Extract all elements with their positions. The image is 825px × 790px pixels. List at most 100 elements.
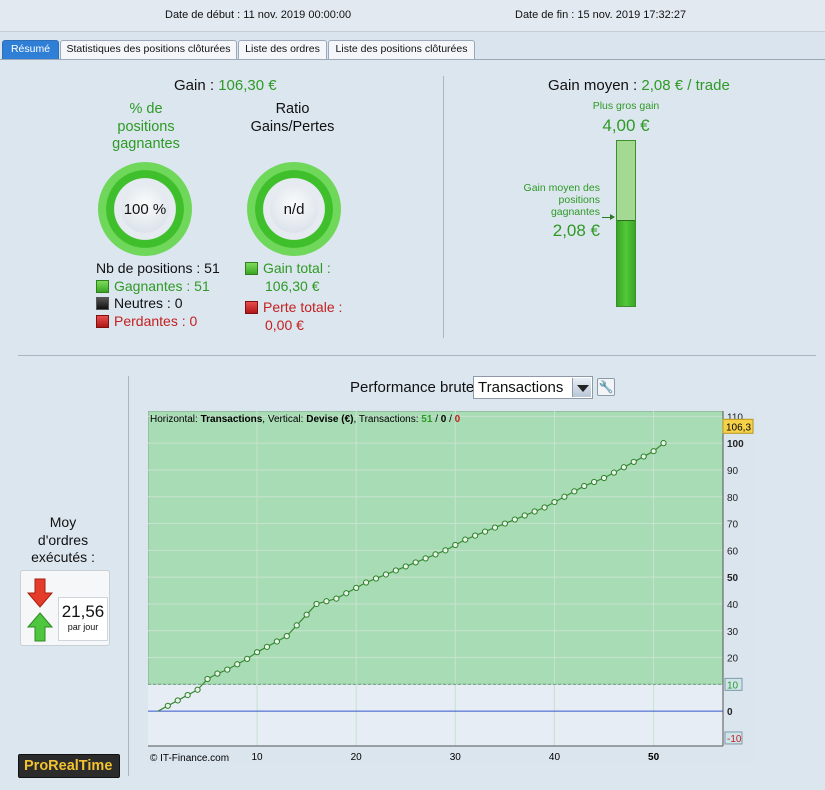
- equity-line: [157, 442, 664, 712]
- data-point: [382, 571, 390, 578]
- avg-win-value: 2,08 €: [552, 221, 600, 240]
- y-tick-box: [724, 677, 743, 691]
- y-tick-label: 80: [727, 493, 739, 504]
- chart-copyright: © IT-Finance.com: [150, 753, 229, 764]
- y-tick-label: 40: [727, 600, 739, 611]
- data-point: [372, 575, 380, 582]
- y-tick-label: 0: [727, 707, 733, 718]
- ratio-value: n/d: [270, 185, 318, 233]
- last-value-label: 106,3: [726, 422, 751, 433]
- neutral-row: Neutres : 0: [96, 295, 220, 313]
- data-point: [600, 474, 608, 482]
- data-point: [333, 595, 340, 602]
- performance-chart: -10 0 10 20 30 40 50 60 70 80 90 100 110 10 20 30 40 50 10…: [147, 410, 757, 764]
- orders-value-box: 21,56 par jour: [58, 597, 108, 641]
- y-tick-label: 20: [727, 654, 739, 665]
- data-point: [630, 458, 637, 466]
- data-point: [263, 643, 271, 650]
- data-point: [323, 598, 330, 605]
- biggest-gain-value: 4,00 €: [602, 116, 650, 135]
- data-point: [442, 547, 449, 554]
- x-tick-label: 20: [351, 752, 363, 763]
- y-tick-label: 10: [727, 680, 739, 691]
- data-point: [541, 504, 548, 511]
- chart-info-line: Horizontal: Transactions, Vertical: Devi…: [150, 414, 461, 425]
- start-date: Date de début : 11 nov. 2019 00:00:00: [165, 9, 352, 21]
- data-point: [402, 563, 409, 570]
- wrench-icon[interactable]: 🔧: [597, 378, 615, 396]
- data-point: [610, 469, 618, 476]
- data-point: [184, 691, 191, 699]
- data-point: [194, 686, 201, 693]
- left-divider: [128, 376, 129, 776]
- avg-win-label: Gain moyen des positions gagnantes: [523, 182, 600, 218]
- data-point: [392, 567, 399, 574]
- data-point: [204, 675, 211, 683]
- total-gain: Gain total : 106,30 €: [245, 260, 331, 295]
- data-point: [174, 697, 181, 704]
- data-point: [293, 622, 300, 629]
- tab-closed-position-stats[interactable]: Statistiques des positions clôturées: [60, 40, 237, 59]
- data-point: [164, 702, 171, 709]
- tab-bar: Résumé Statistiques des positions clôtur…: [0, 40, 825, 59]
- data-point: [491, 524, 499, 531]
- y-tick-label: -10: [727, 734, 742, 745]
- data-point: [452, 541, 459, 549]
- orders-title: Moy d'ordres exécutés :: [31, 514, 95, 565]
- data-point: [640, 453, 647, 460]
- arrow-right-icon: [610, 214, 615, 220]
- avg-gain-bar: [616, 140, 636, 307]
- data-point: [253, 649, 261, 656]
- data-point: [650, 448, 657, 455]
- y-tick-label: 70: [727, 520, 739, 531]
- prorealtime-logo: ProRealTime: [18, 754, 120, 778]
- avg-win-pointer: [602, 217, 614, 218]
- x-tick-label: 40: [549, 752, 561, 763]
- position-count: Nb de positions : 51: [96, 260, 220, 276]
- y-tick-label: 50: [727, 573, 739, 584]
- x-tick-label: 10: [251, 752, 263, 763]
- neutral-swatch-icon: [96, 297, 109, 310]
- win-rate-gauge: 100 %: [98, 162, 192, 256]
- win-rate-title: % de positions gagnantes: [112, 101, 180, 152]
- y-tick-label: 30: [727, 627, 739, 638]
- data-point: [313, 600, 320, 608]
- neutral-zone: [148, 684, 723, 746]
- tab-closed-position-list[interactable]: Liste des positions clôturées: [328, 40, 475, 59]
- y-tick-label: 100: [727, 439, 744, 450]
- winners-swatch-icon: [96, 279, 109, 293]
- tab-resume[interactable]: Résumé: [2, 40, 59, 59]
- data-point: [660, 440, 667, 447]
- data-point: [422, 555, 429, 562]
- y-tick-box: [724, 731, 743, 745]
- total-loss-swatch-icon: [245, 301, 258, 314]
- avg-gain-heading: Gain moyen : 2,08 € / trade: [548, 77, 730, 94]
- performance-chart-svg: -10 0 10 20 30 40 50 60 70 80 90 100 110 10 20 30 40 50 10…: [147, 410, 757, 764]
- vertical-divider: [443, 76, 444, 338]
- data-point: [561, 493, 568, 500]
- y-tick-label: 60: [727, 546, 739, 557]
- data-point: [462, 536, 469, 543]
- data-point: [472, 532, 479, 539]
- y-tick-label: 110: [727, 412, 743, 423]
- winners-row: Gagnantes : 51: [96, 278, 220, 296]
- data-point: [234, 661, 241, 668]
- end-date: Date de fin : 15 nov. 2019 17:32:27: [515, 9, 687, 21]
- losers-swatch-icon: [96, 314, 109, 328]
- data-point: [521, 512, 528, 519]
- last-value-tag: [722, 418, 754, 434]
- data-point: [511, 516, 518, 523]
- order-arrows-icon: [27, 578, 53, 642]
- losers-row: Perdantes : 0: [96, 313, 220, 331]
- data-point: [283, 633, 290, 640]
- data-point: [591, 478, 598, 486]
- x-tick-label: 30: [450, 752, 462, 763]
- data-point: [244, 655, 251, 662]
- tab-order-list[interactable]: Liste des ordres: [238, 40, 327, 59]
- data-point: [412, 559, 419, 566]
- win-rate-value: 100 %: [121, 185, 169, 233]
- chart-mode-select[interactable]: Transactions: [473, 376, 593, 399]
- chevron-down-icon[interactable]: [572, 378, 591, 397]
- avg-gain-bar-fill: [617, 220, 635, 306]
- horizontal-divider: [18, 355, 816, 356]
